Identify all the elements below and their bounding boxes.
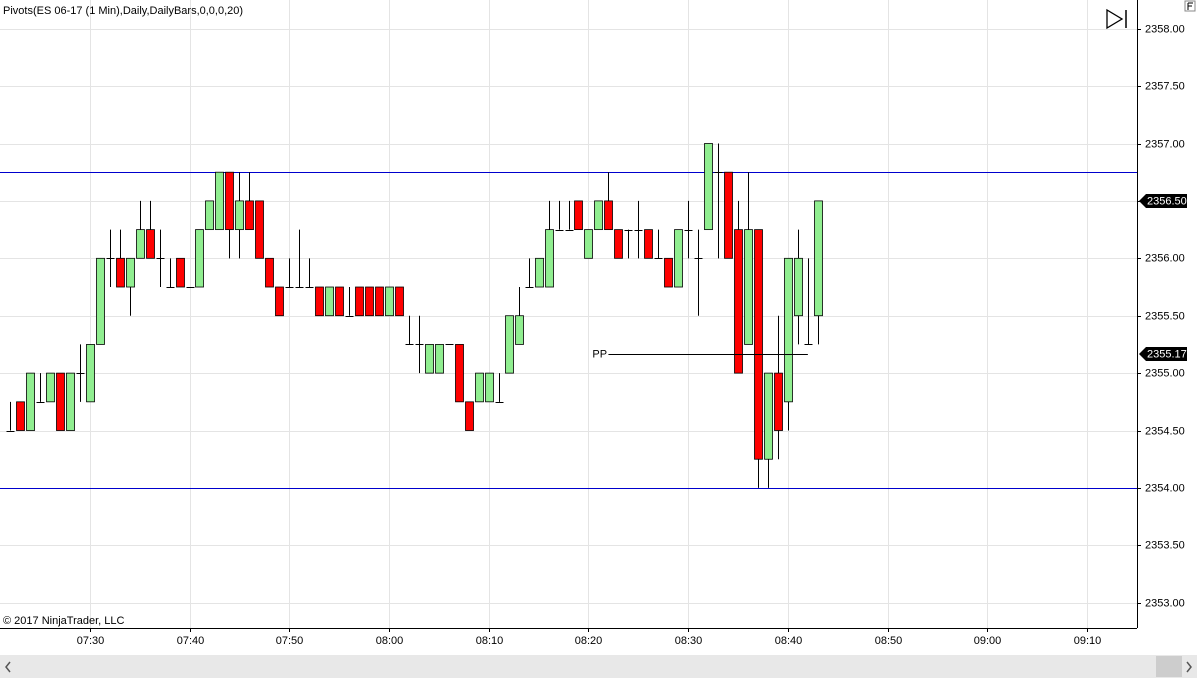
- candle-body: [195, 229, 204, 288]
- marks: PP: [0, 143, 1137, 489]
- candle-body: [375, 286, 384, 317]
- y-tick-label: 2353.00: [1145, 597, 1185, 609]
- x-tick-label: 08:20: [575, 635, 603, 647]
- y-tick-label: 2358.00: [1145, 23, 1185, 35]
- candle-body: [96, 257, 105, 345]
- candle-body: [594, 200, 603, 231]
- y-tick-label: 2356.00: [1145, 252, 1185, 264]
- y-tick-label: 2355.00: [1145, 367, 1185, 379]
- candle-body: [814, 200, 823, 317]
- candle-body: [545, 229, 554, 288]
- pp-label: PP: [592, 348, 607, 360]
- price-marker-label: 2356.50: [1147, 195, 1187, 207]
- price-marker: [1139, 347, 1187, 361]
- x-tick-label: 08:40: [775, 635, 803, 647]
- candle-body: [784, 257, 793, 403]
- candle-body: [215, 171, 224, 231]
- candle-body: [674, 229, 683, 288]
- candle-body: [255, 200, 264, 259]
- x-tick-label: 08:00: [376, 635, 404, 647]
- x-tick-label: 08:50: [875, 635, 903, 647]
- scroll-right[interactable]: [1186, 661, 1192, 673]
- candle-body: [465, 401, 474, 431]
- candle-body: [704, 143, 713, 231]
- candle-body: [584, 229, 593, 259]
- candle-body: [455, 344, 464, 403]
- x-tick-label: 09:00: [974, 635, 1002, 647]
- candle-body: [225, 171, 234, 231]
- candle-body: [56, 372, 65, 431]
- candle-body: [275, 286, 284, 317]
- x-tick-label: 07:40: [177, 635, 205, 647]
- x-tick-label: 08:10: [476, 635, 504, 647]
- candle-body: [176, 257, 185, 288]
- scroll-end-button[interactable]: [1106, 8, 1127, 30]
- y-tick-label: 2354.00: [1145, 482, 1185, 494]
- candle-body: [754, 229, 763, 460]
- candle-body: [614, 229, 623, 259]
- candle-body: [535, 257, 544, 288]
- candle-body: [355, 286, 364, 317]
- candle-body: [126, 257, 135, 288]
- y-tick-label: 2357.00: [1145, 138, 1185, 150]
- candle-body: [136, 229, 145, 259]
- candle-body: [335, 286, 344, 317]
- candle-body: [205, 200, 214, 231]
- candle-body: [644, 229, 653, 259]
- candle-body: [774, 372, 783, 431]
- candle-body: [66, 372, 75, 431]
- scroll-left[interactable]: [5, 661, 11, 673]
- candle-body: [146, 229, 155, 259]
- candle-body: [315, 286, 324, 317]
- x-tick-label: 09:10: [1074, 635, 1102, 647]
- scrollbar[interactable]: [0, 655, 1197, 678]
- float-icon: [1187, 2, 1193, 10]
- y-tick-label: 2354.50: [1145, 425, 1185, 437]
- candle-body: [235, 200, 244, 231]
- copyright: © 2017 NinjaTrader, LLC: [3, 615, 124, 627]
- candle-body: [26, 372, 35, 431]
- candle-body: [515, 315, 524, 345]
- scroll-thumb[interactable]: [1156, 656, 1182, 677]
- candle-body: [46, 372, 55, 403]
- candle-body: [425, 344, 434, 374]
- grid: [0, 0, 1137, 628]
- candle-body: [485, 372, 494, 403]
- chart-title: Pivots(ES 06-17 (1 Min),Daily,DailyBars,…: [3, 5, 243, 17]
- candle-body: [764, 372, 773, 460]
- candle-body: [116, 257, 125, 288]
- y-tick-label: 2355.50: [1145, 310, 1185, 322]
- x-tick-label: 08:30: [675, 635, 703, 647]
- y-tick-label: 2353.50: [1145, 539, 1185, 551]
- y-tick-label: 2357.50: [1145, 80, 1185, 92]
- x-tick-label: 07:50: [276, 635, 304, 647]
- candle-body: [265, 257, 274, 288]
- price-marker: [1139, 194, 1187, 208]
- candle-body: [475, 372, 484, 403]
- candle-body: [505, 315, 514, 374]
- candle-body: [395, 286, 404, 317]
- candle-body: [385, 286, 394, 317]
- candle-body: [86, 344, 95, 403]
- candle-body: [245, 200, 254, 231]
- candle-body: [744, 229, 753, 345]
- candle-body: [16, 401, 25, 431]
- price-marker-label: 2355.17: [1147, 348, 1187, 360]
- candle-body: [435, 344, 444, 374]
- candle-body: [365, 286, 374, 317]
- candle-body: [724, 171, 733, 259]
- candle-body: [794, 257, 803, 317]
- candle-body: [325, 286, 334, 317]
- candle-body: [574, 200, 583, 231]
- candle-body: [734, 229, 743, 374]
- candle-body: [664, 257, 673, 288]
- candle-body: [604, 200, 613, 231]
- x-tick-label: 07:30: [77, 635, 105, 647]
- scroll-icon[interactable]: [1106, 8, 1124, 30]
